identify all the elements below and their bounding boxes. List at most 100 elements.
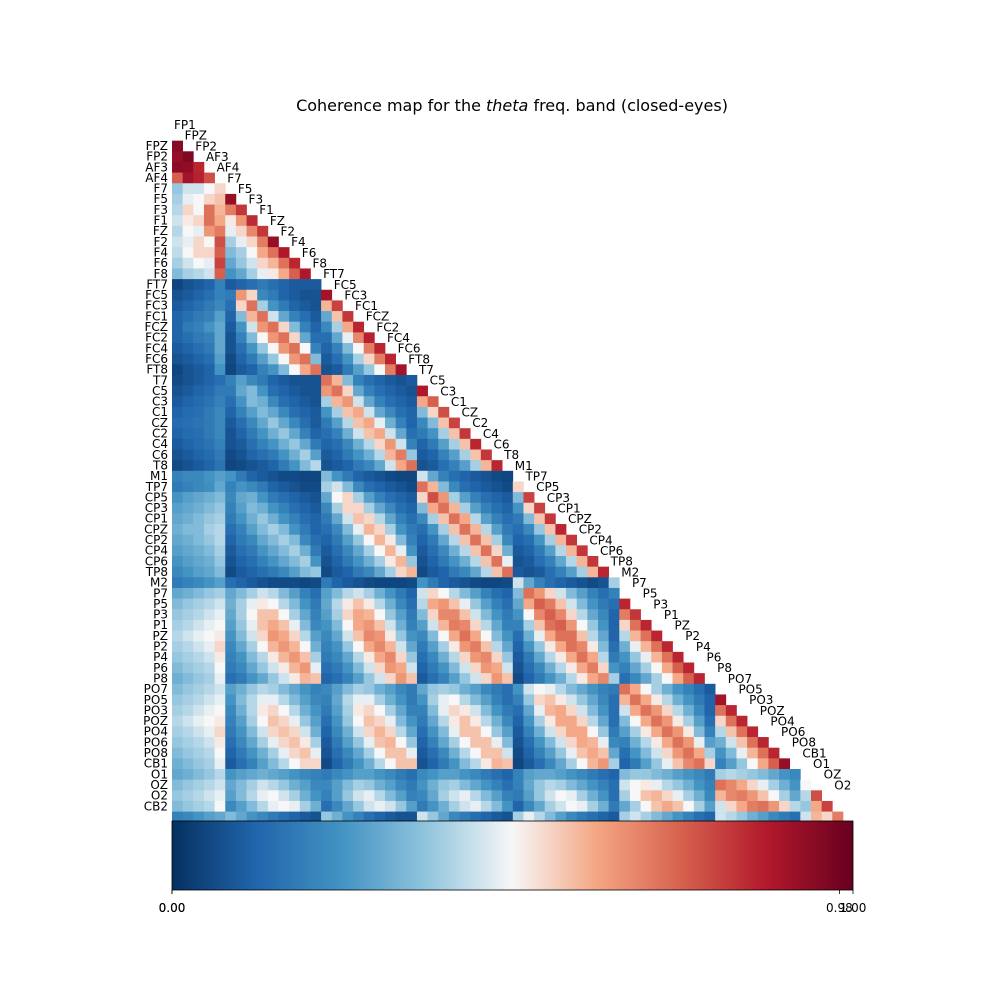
heatmap-cell <box>768 758 780 770</box>
heatmap-cell <box>534 598 546 610</box>
heatmap-cell <box>502 662 514 674</box>
heatmap-cell <box>299 587 311 599</box>
heatmap-cell <box>278 662 290 674</box>
heatmap-cell <box>353 385 365 397</box>
heatmap-cell <box>491 779 503 791</box>
diag-label-f7: F7 <box>227 171 242 185</box>
heatmap-cell <box>715 800 727 812</box>
heatmap-cell <box>363 492 375 504</box>
heatmap-cell <box>406 545 418 557</box>
heatmap-cell <box>182 545 194 557</box>
heatmap-cell <box>203 598 215 610</box>
heatmap-cell <box>544 737 556 749</box>
heatmap-cell <box>566 587 578 599</box>
heatmap-cell <box>246 236 258 248</box>
heatmap-cell <box>182 502 194 514</box>
heatmap-cell <box>331 534 343 546</box>
heatmap-cell <box>172 300 183 312</box>
heatmap-cell <box>651 651 663 663</box>
heatmap-cell <box>725 726 737 738</box>
heatmap-cell <box>321 705 333 717</box>
heatmap-cell <box>310 311 322 323</box>
heatmap-cell <box>576 694 588 706</box>
heatmap-cell <box>587 715 599 727</box>
heatmap-cell <box>246 470 258 482</box>
heatmap-cell <box>587 683 599 695</box>
heatmap-cell <box>587 619 599 631</box>
heatmap-cell <box>672 726 684 738</box>
heatmap-cell <box>267 470 279 482</box>
heatmap-cell <box>576 705 588 717</box>
heatmap-cell <box>214 449 226 461</box>
heatmap-cell <box>374 417 386 429</box>
heatmap-cell <box>257 353 269 365</box>
heatmap-cell <box>374 705 386 717</box>
heatmap-cell <box>353 790 365 802</box>
heatmap-cell <box>172 374 183 386</box>
heatmap-cell <box>342 524 354 536</box>
heatmap-cell <box>193 598 205 610</box>
heatmap-cell <box>448 556 460 567</box>
heatmap-cell <box>470 449 482 461</box>
heatmap-cell <box>374 587 386 599</box>
heatmap-cell <box>257 630 269 642</box>
heatmap-cell <box>246 225 258 237</box>
heatmap-cell <box>246 641 258 653</box>
heatmap-cell <box>395 449 407 461</box>
heatmap-cell <box>257 236 269 248</box>
heatmap-cell <box>214 225 226 237</box>
heatmap-cell <box>278 587 290 599</box>
heatmap-cell <box>289 673 301 685</box>
heatmap-cell <box>438 460 450 472</box>
heatmap-cell <box>566 811 578 823</box>
heatmap-cell <box>172 140 183 152</box>
heatmap-cell <box>321 737 333 749</box>
heatmap-cell <box>321 587 333 599</box>
heatmap-cell <box>289 374 301 386</box>
heatmap-cell <box>363 587 375 599</box>
heatmap-cell <box>214 747 226 759</box>
heatmap-cell <box>587 779 599 791</box>
heatmap-cell <box>374 534 386 546</box>
heatmap-cell <box>193 545 205 557</box>
heatmap-cell <box>203 332 215 344</box>
heatmap-cell <box>235 662 247 674</box>
heatmap-cell <box>512 726 524 738</box>
heatmap-cell <box>385 587 396 599</box>
heatmap-cell <box>448 609 460 621</box>
row-label-p6: P6 <box>153 661 168 675</box>
heatmap-cell <box>661 737 673 749</box>
heatmap-cell <box>246 619 258 631</box>
heatmap-cell <box>235 779 247 791</box>
diag-label-cp2: CP2 <box>579 523 602 537</box>
heatmap-cell <box>448 428 460 440</box>
heatmap-cell <box>480 481 492 493</box>
heatmap-cell <box>512 513 524 525</box>
heatmap-cell <box>193 737 205 749</box>
heatmap-cell <box>267 247 279 259</box>
heatmap-cell <box>608 630 620 642</box>
heatmap-cell <box>576 641 588 653</box>
heatmap-cell <box>438 577 450 589</box>
heatmap-cell <box>555 737 567 749</box>
heatmap-cell <box>416 683 428 695</box>
heatmap-cell <box>512 673 524 685</box>
heatmap-cell <box>534 513 546 525</box>
heatmap-cell <box>214 417 226 429</box>
heatmap-cell <box>182 577 194 589</box>
heatmap-cell <box>310 502 322 514</box>
heatmap-cell <box>736 758 748 770</box>
heatmap-cell <box>225 609 237 621</box>
heatmap-cell <box>566 662 578 674</box>
heatmap-cell <box>459 545 471 557</box>
heatmap-cell <box>278 417 290 429</box>
heatmap-cell <box>566 534 578 546</box>
heatmap-cell <box>512 705 524 717</box>
heatmap-cell <box>693 800 705 812</box>
heatmap-cell <box>353 577 365 589</box>
heatmap-cell <box>502 800 514 812</box>
heatmap-cell <box>555 779 567 791</box>
heatmap-cell <box>544 694 556 706</box>
heatmap-cell <box>203 300 215 312</box>
heatmap-cell <box>555 630 567 642</box>
